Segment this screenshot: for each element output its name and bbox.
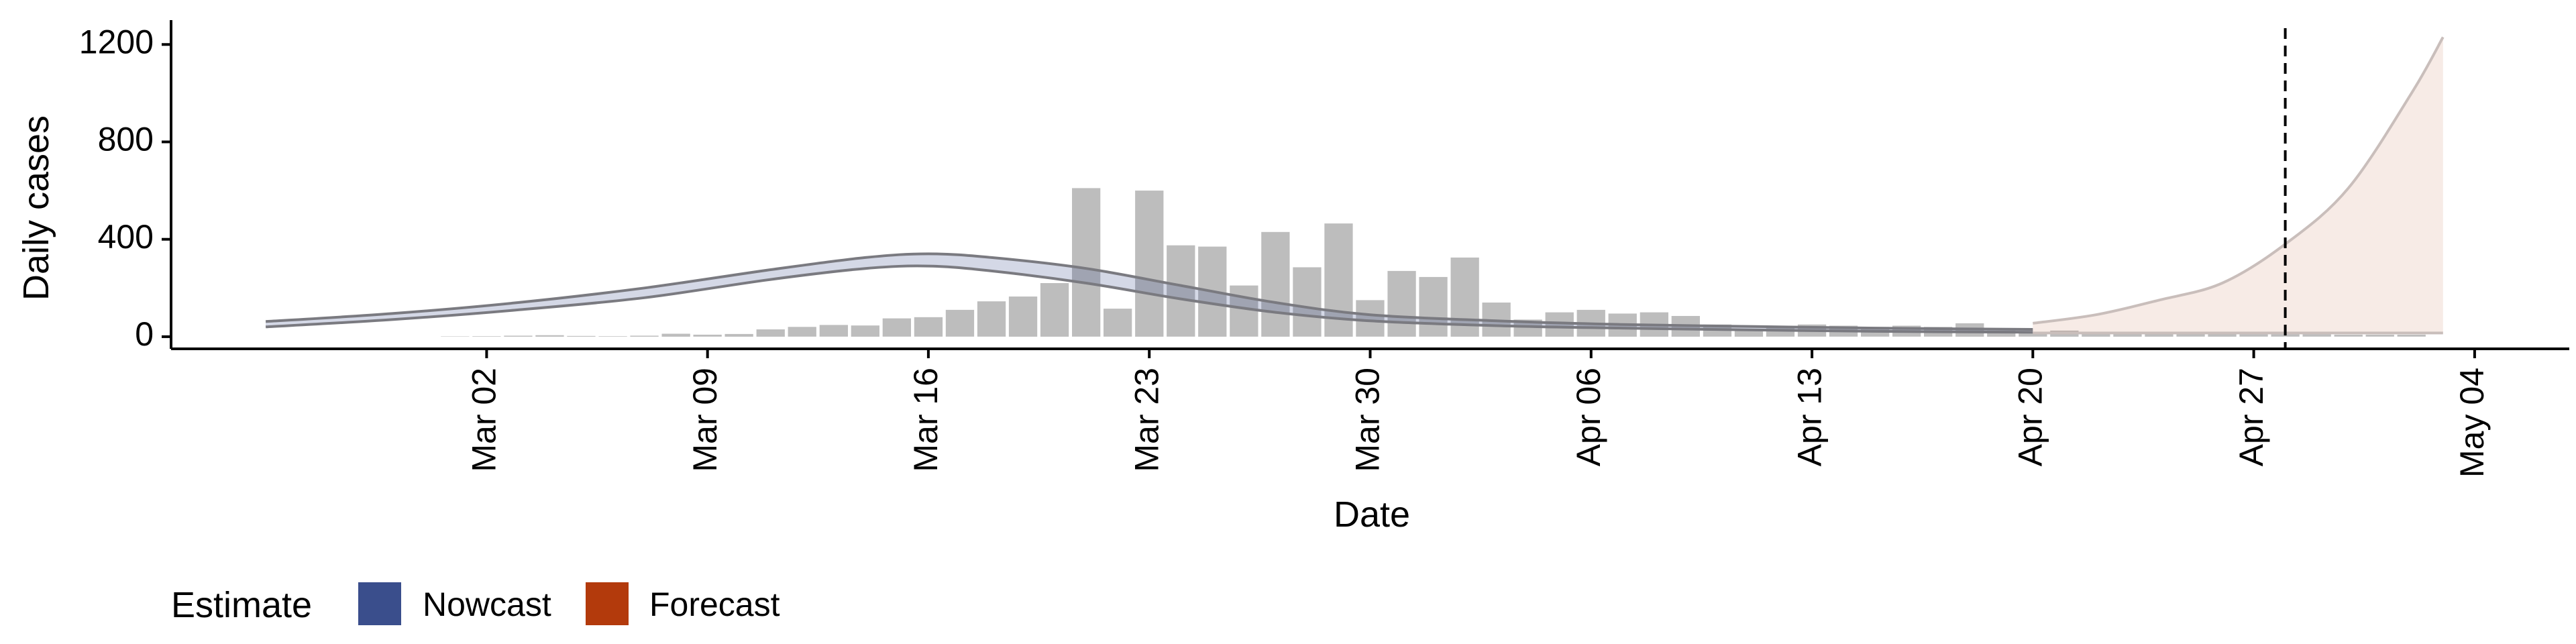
- case-bar: [2176, 333, 2205, 337]
- case-bar: [724, 333, 753, 337]
- observed-case-bars: [441, 188, 2426, 337]
- forecast-upper-line: [2033, 36, 2445, 325]
- case-bar: [1167, 245, 1195, 337]
- case-bar: [914, 317, 943, 337]
- x-tick-label: Mar 09: [686, 368, 724, 472]
- case-bar: [1419, 276, 1448, 337]
- x-tick-label: Mar 23: [1128, 368, 1165, 472]
- y-axis-ticks: 0 400 800 1200: [79, 23, 171, 353]
- case-bar: [1987, 330, 2016, 337]
- case-bar: [1387, 270, 1416, 337]
- case-bar: [1356, 300, 1385, 337]
- x-axis-title: Date: [1334, 494, 1410, 535]
- case-bar: [630, 335, 659, 337]
- case-bar: [598, 336, 627, 337]
- case-bar: [1072, 188, 1101, 337]
- case-bar: [2239, 334, 2268, 337]
- case-bar: [945, 309, 975, 337]
- case-bar: [693, 334, 722, 337]
- y-tick-label: 1200: [79, 23, 154, 61]
- x-tick-label: Apr 27: [2233, 368, 2270, 466]
- case-bar: [567, 335, 596, 337]
- case-bar: [1261, 231, 1290, 337]
- x-tick-label: Mar 16: [907, 368, 945, 472]
- estimate-bands: [265, 36, 2445, 335]
- x-tick-label: Mar 02: [466, 368, 503, 472]
- x-tick-label: Mar 30: [1349, 368, 1387, 472]
- legend-title: Estimate: [171, 585, 312, 625]
- x-tick-label: Apr 13: [1790, 368, 1828, 466]
- case-bar: [882, 318, 911, 337]
- case-bar: [2019, 333, 2047, 337]
- y-tick-label: 400: [98, 218, 154, 256]
- case-bar: [2365, 334, 2394, 337]
- case-bar: [2397, 334, 2426, 337]
- case-bar: [788, 327, 816, 337]
- case-bar: [2113, 333, 2142, 337]
- y-axis-title: Daily cases: [16, 115, 56, 301]
- case-bar: [977, 301, 1006, 337]
- nowcast-upper-line: [265, 252, 2033, 331]
- legend-label-nowcast: Nowcast: [423, 586, 551, 623]
- case-bar: [1230, 285, 1258, 337]
- y-tick-label: 800: [98, 121, 154, 158]
- x-axis-ticks: Mar 02 Mar 09 Mar 16 Mar 23 Mar 30 Apr 06 Apr …: [466, 349, 2491, 478]
- case-bar: [1104, 309, 1132, 337]
- case-bar: [1293, 267, 1322, 337]
- case-bar: [1008, 297, 1038, 337]
- case-bar: [1135, 191, 1164, 337]
- case-bar: [851, 325, 879, 337]
- case-bar: [2334, 334, 2363, 337]
- case-bar: [472, 336, 501, 337]
- case-bar: [535, 335, 564, 337]
- legend-label-forecast: Forecast: [649, 586, 780, 623]
- x-tick-label: Apr 20: [2012, 368, 2049, 466]
- legend-swatch-nowcast: [358, 582, 401, 625]
- legend-swatch-forecast: [586, 582, 629, 625]
- case-bar: [504, 335, 533, 337]
- x-tick-label: Apr 06: [1570, 368, 1607, 466]
- x-tick-label: May 04: [2453, 368, 2491, 478]
- case-bar: [2208, 333, 2237, 337]
- case-bar: [756, 329, 785, 337]
- case-bar: [1734, 329, 1764, 337]
- y-tick-label: 0: [135, 315, 154, 353]
- case-bar: [2082, 333, 2110, 337]
- case-bar: [661, 333, 690, 337]
- case-bar: [1040, 283, 1069, 337]
- case-bar: [2302, 334, 2331, 337]
- case-bar: [819, 325, 848, 337]
- case-bar: [1545, 312, 1574, 337]
- forecast-band: [2033, 37, 2443, 333]
- nowcast-lower-line: [265, 264, 2033, 334]
- legend: Estimate Nowcast Forecast: [171, 582, 780, 625]
